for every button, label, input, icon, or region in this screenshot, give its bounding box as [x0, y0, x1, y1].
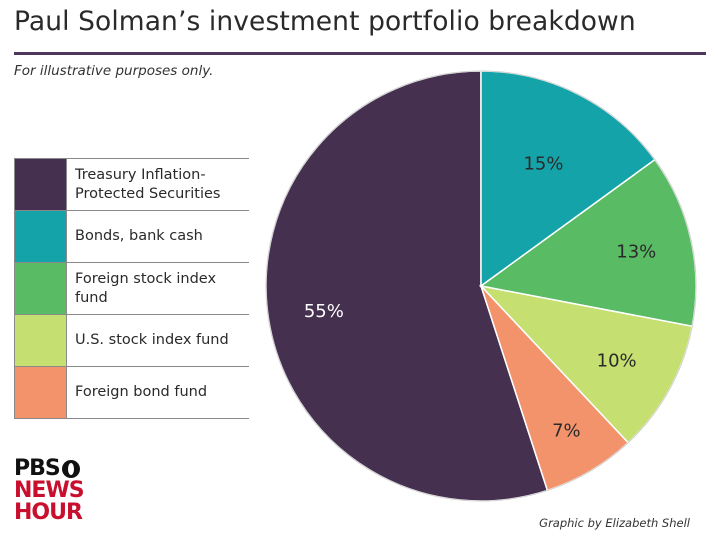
slice-label: 55% — [304, 301, 344, 322]
legend-item: Foreign stock index fund — [14, 263, 249, 315]
logo-hour-text: HOUR — [14, 500, 83, 525]
legend-item: U.S. stock index fund — [14, 315, 249, 367]
legend-label: Foreign stock index fund — [75, 270, 217, 306]
slice-label: 15% — [523, 153, 563, 174]
legend: Treasury Inflation- Protected Securities … — [14, 158, 249, 419]
legend-item: Treasury Inflation- Protected Securities — [14, 158, 249, 211]
logo-pbs-text: PBS — [14, 456, 61, 481]
legend-swatch — [14, 263, 67, 314]
slice-label: 10% — [597, 351, 637, 372]
pie-outline — [265, 70, 697, 502]
legend-swatch — [14, 211, 67, 262]
legend-label: Treasury Inflation- Protected Securities — [75, 166, 221, 202]
legend-label: Foreign bond fund — [75, 384, 208, 400]
chart-subtitle: For illustrative purposes only. — [14, 63, 214, 79]
slice-label: 13% — [616, 241, 656, 262]
chart-title: Paul Solman’s investment portfolio break… — [14, 6, 636, 37]
logo-news-text: NEWS — [14, 478, 85, 503]
pbs-newshour-logo: PBS NEWS HOUR — [14, 458, 104, 524]
legend-swatch — [14, 367, 67, 418]
slice-label: 7% — [552, 420, 581, 441]
graphic-credit: Graphic by Elizabeth Shell — [539, 516, 690, 530]
legend-item: Foreign bond fund — [14, 367, 249, 419]
title-divider — [14, 52, 706, 55]
legend-item: Bonds, bank cash — [14, 211, 249, 263]
legend-swatch — [14, 159, 67, 210]
legend-swatch — [14, 315, 67, 366]
legend-label: U.S. stock index fund — [75, 332, 229, 348]
legend-label: Bonds, bank cash — [75, 228, 203, 244]
pbs-head-icon — [61, 460, 80, 478]
